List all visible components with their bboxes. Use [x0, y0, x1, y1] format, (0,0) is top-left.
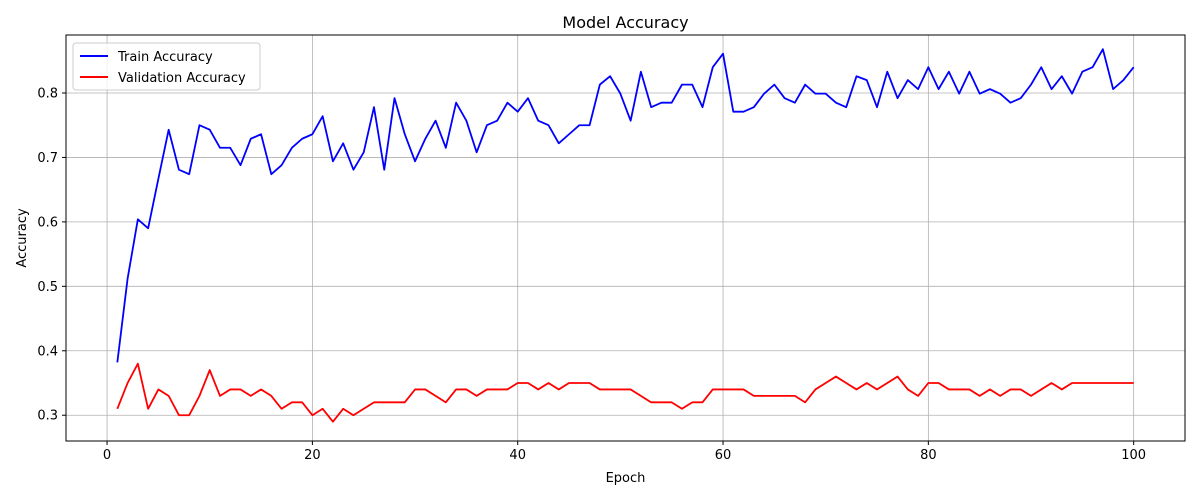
- grid-lines: [66, 35, 1185, 441]
- x-tick-label: 60: [715, 448, 732, 463]
- legend: Train Accuracy Validation Accuracy: [72, 42, 261, 91]
- legend-label-train: Train Accuracy: [117, 50, 213, 65]
- y-tick-label: 0.4: [37, 344, 58, 359]
- x-tick-label: 100: [1121, 448, 1146, 463]
- legend-box: [72, 42, 261, 91]
- legend-label-validation: Validation Accuracy: [118, 71, 246, 86]
- x-tick-label: 80: [920, 448, 937, 463]
- series-lines: [116, 48, 1135, 423]
- x-tick-label: 40: [509, 448, 526, 463]
- axis-ticks: 0 20 40 60 80 100 0.3 0.4 0.5 0.6 0.7 0.8: [37, 87, 1146, 464]
- y-tick-label: 0.6: [37, 215, 58, 230]
- x-tick-label: 20: [304, 448, 321, 463]
- chart-title: Model Accuracy: [562, 13, 688, 32]
- x-tick-label: 0: [103, 448, 111, 463]
- plot-frame: [65, 34, 1186, 442]
- y-tick-label: 0.7: [37, 151, 58, 166]
- y-tick-label: 0.3: [37, 409, 58, 424]
- train-accuracy-line: [116, 48, 1135, 363]
- y-tick-label: 0.8: [37, 87, 58, 102]
- x-axis-label: Epoch: [606, 471, 646, 486]
- y-tick-label: 0.5: [37, 280, 58, 295]
- validation-accuracy-line: [116, 362, 1134, 423]
- y-axis-label: Accuracy: [15, 208, 30, 268]
